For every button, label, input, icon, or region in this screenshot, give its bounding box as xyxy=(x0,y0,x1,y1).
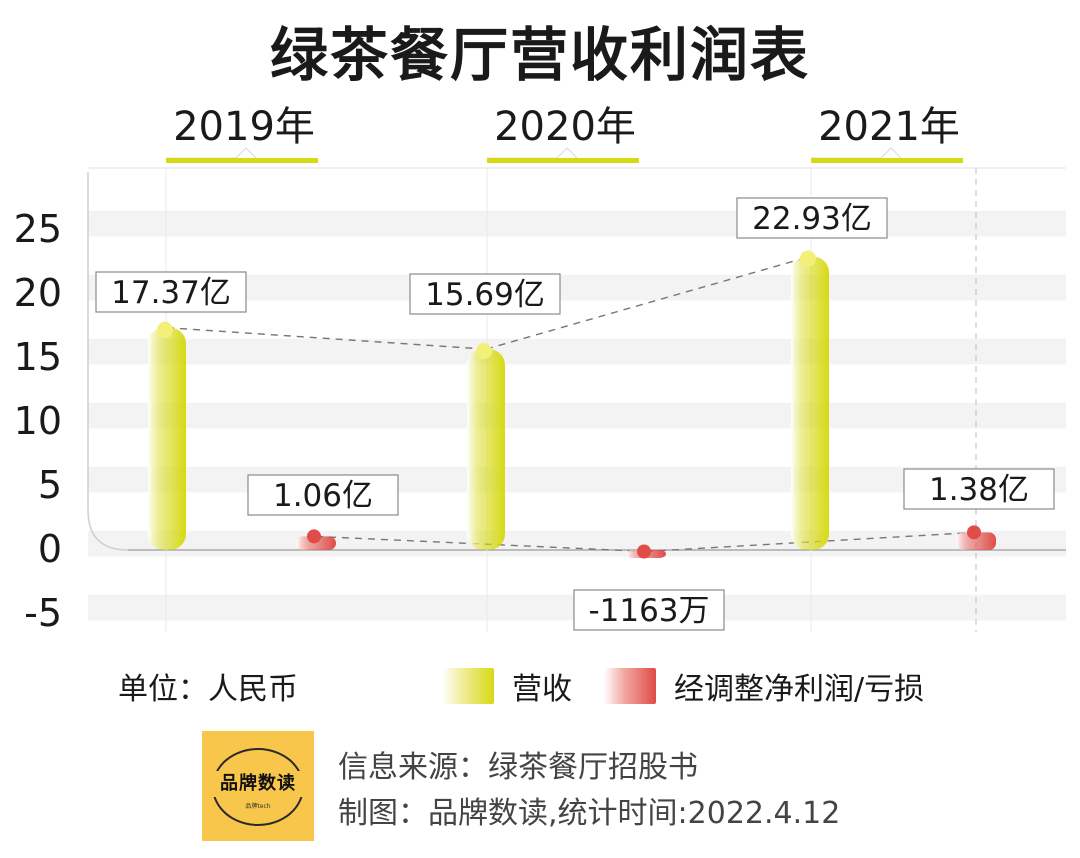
revenue-point xyxy=(157,321,173,338)
chart-title: 绿茶餐厅营收利润表 xyxy=(269,21,810,89)
profit-bar xyxy=(956,532,996,550)
grid-band xyxy=(88,274,1066,301)
revenue-bar xyxy=(791,256,829,550)
brand-logo: 品牌数读 品牌tech xyxy=(202,731,314,841)
source-note: 信息来源：绿茶餐厅招股书 xyxy=(338,750,698,785)
profit-data-label-box xyxy=(573,589,725,631)
logo-subtext: 品牌tech xyxy=(245,803,271,810)
legend-swatch-profit xyxy=(604,668,656,704)
profit-point xyxy=(307,529,321,544)
revenue-bar xyxy=(148,327,186,550)
grid-band xyxy=(88,402,1066,429)
category-tab-bar xyxy=(487,158,639,163)
revenue-data-label-box xyxy=(95,271,247,313)
revenue-connector xyxy=(485,255,811,350)
category-tab-bar xyxy=(166,158,318,163)
logo-text: 品牌数读 xyxy=(202,771,314,797)
credit-note: 制图：品牌数读,统计时间:2022.4.12 xyxy=(338,796,841,831)
profit-data-label: 1.38亿 xyxy=(929,472,1029,508)
y-tick-label: -5 xyxy=(24,591,62,635)
y-tick-label: 0 xyxy=(38,527,62,571)
profit-data-label-box xyxy=(903,468,1055,510)
revenue-data-label: 17.37亿 xyxy=(111,275,231,311)
revenue-point xyxy=(800,250,816,267)
category-tab-bar xyxy=(811,158,963,163)
y-tick-label: 5 xyxy=(38,463,62,507)
category-label: 2021年 xyxy=(818,104,960,150)
legend-item-profit: 经调整净利润/亏损 xyxy=(604,664,924,708)
legend-label-revenue: 营收 xyxy=(512,672,572,707)
profit-connector xyxy=(315,535,647,553)
y-tick-label: 25 xyxy=(14,207,62,251)
grid-band xyxy=(88,530,1066,557)
profit-data-label-box xyxy=(247,474,399,516)
profit-data-label: 1.06亿 xyxy=(273,478,373,514)
revenue-data-label: 22.93亿 xyxy=(752,201,872,237)
unit-label: 单位：人民币 xyxy=(118,672,298,707)
profit-bar xyxy=(296,536,336,550)
legend: 单位：人民币 营收 经调整净利润/亏损 xyxy=(0,660,1080,707)
y-tick-label: 10 xyxy=(14,399,62,443)
legend-item-revenue: 营收 xyxy=(442,664,572,708)
revenue-point xyxy=(476,343,492,360)
revenue-data-label: 15.69亿 xyxy=(425,277,545,313)
y-axis-line xyxy=(87,172,129,551)
grid-band xyxy=(88,210,1066,237)
legend-label-profit: 经调整净利润/亏损 xyxy=(674,672,925,707)
y-tick-label: 20 xyxy=(14,271,62,315)
profit-point xyxy=(967,525,981,540)
legend-swatch-revenue xyxy=(442,668,494,704)
profit-point xyxy=(637,544,651,559)
revenue-bar xyxy=(467,349,505,550)
chart-plot: 25 20 15 10 5 0 -5 2019年 2020年 2021年 17.37亿 15.69亿 2… xyxy=(14,104,1066,635)
revenue-connector xyxy=(166,326,487,350)
category-label: 2019年 xyxy=(173,104,315,150)
profit-connector xyxy=(645,531,977,553)
profit-data-label: -1163万 xyxy=(588,593,709,629)
y-tick-label: 15 xyxy=(14,335,62,379)
grid-band xyxy=(88,338,1066,365)
category-label: 2020年 xyxy=(494,104,636,150)
revenue-data-label-box xyxy=(736,197,888,239)
revenue-data-label-box xyxy=(409,273,561,315)
